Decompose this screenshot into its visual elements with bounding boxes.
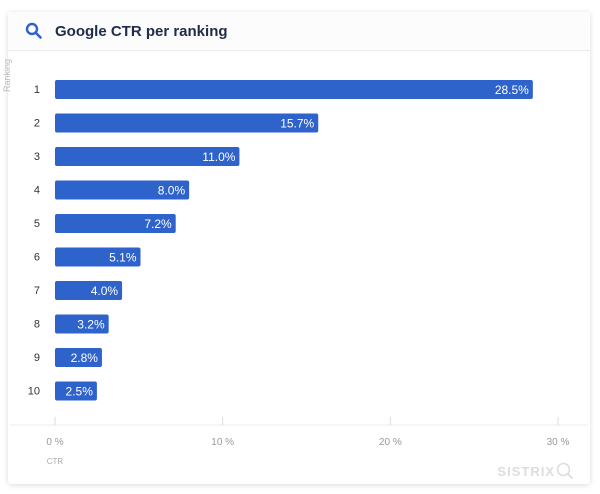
y-tick-label: 10 — [28, 386, 40, 398]
data-label: 28.5% — [495, 83, 529, 97]
bar — [55, 113, 319, 133]
data-label: 3.2% — [77, 318, 105, 332]
bar — [55, 80, 533, 99]
data-label: 2.8% — [71, 351, 99, 365]
x-tick-label: 0 % — [46, 437, 63, 448]
data-label: 11.0% — [202, 150, 235, 164]
y-tick-label: 5 — [34, 218, 40, 230]
y-tick-label: 1 — [34, 84, 40, 96]
x-tick-label: 30 % — [547, 437, 570, 448]
y-tick-label: 6 — [34, 252, 40, 264]
card-header: Google CTR per ranking — [8, 12, 590, 51]
data-label: 5.1% — [109, 251, 137, 265]
bar — [55, 381, 97, 401]
data-label: 15.7% — [280, 117, 314, 131]
data-label: 2.5% — [66, 385, 94, 399]
bar — [55, 147, 240, 166]
search-icon — [25, 22, 42, 39]
data-label: 4.0% — [91, 284, 119, 298]
data-label: 7.2% — [144, 217, 172, 231]
magnifier-icon — [556, 462, 574, 480]
bar — [55, 180, 190, 200]
sistrix-logo: SISTRIX — [497, 462, 574, 480]
data-label: 8.0% — [158, 184, 186, 198]
x-axis-label: CTR — [47, 457, 64, 466]
bar — [55, 314, 109, 334]
bar — [55, 348, 102, 367]
y-tick-label: 7 — [34, 285, 40, 297]
brand-text: SISTRIX — [497, 464, 555, 479]
chart-title: Google CTR per ranking — [55, 23, 228, 40]
y-tick-label: 2 — [34, 118, 40, 130]
bar — [55, 214, 176, 233]
bar — [55, 281, 123, 300]
y-tick-label: 3 — [34, 151, 40, 163]
y-tick-label: 9 — [34, 352, 40, 364]
x-tick-label: 20 % — [379, 437, 402, 448]
y-tick-label: 8 — [34, 319, 40, 331]
x-tick-label: 10 % — [211, 437, 234, 448]
bar — [55, 247, 141, 267]
y-tick-label: 4 — [34, 185, 40, 197]
